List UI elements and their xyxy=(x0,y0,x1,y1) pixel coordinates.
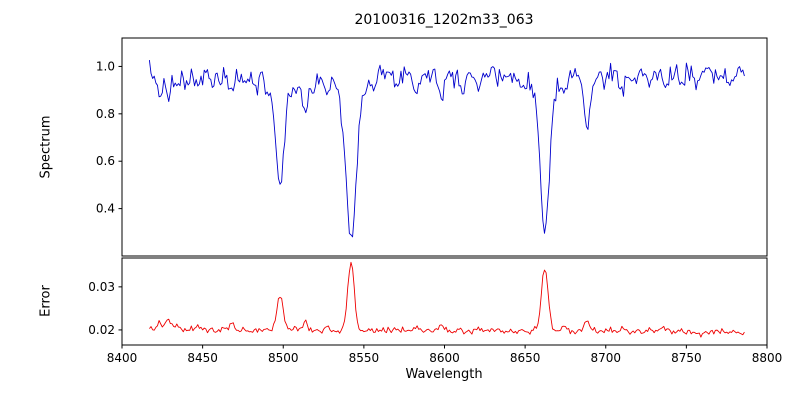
chart-title: 20100316_1202m33_063 xyxy=(354,12,534,28)
spectrum-line xyxy=(148,59,745,238)
y-tick-label: 0.8 xyxy=(96,107,115,121)
y-tick-label: 0.4 xyxy=(96,202,115,216)
x-tick-label: 8650 xyxy=(510,351,541,365)
x-tick-label: 8450 xyxy=(187,351,218,365)
error-line xyxy=(149,261,745,338)
x-axis-label: Wavelength xyxy=(405,367,483,382)
x-tick-label: 8750 xyxy=(671,351,702,365)
x-tick-label: 8800 xyxy=(752,351,783,365)
x-tick-label: 8600 xyxy=(429,351,460,365)
x-tick-label: 8550 xyxy=(349,351,380,365)
y-tick-label: 1.0 xyxy=(96,59,115,73)
x-tick-label: 8400 xyxy=(107,351,138,365)
y-tick-label: 0.6 xyxy=(96,154,115,168)
y-tick-label: 0.03 xyxy=(88,280,115,294)
y-tick-label: 0.02 xyxy=(88,323,115,337)
plot-frame-spectrum xyxy=(121,37,768,257)
plot-frame-error xyxy=(121,257,768,346)
x-tick-label: 8700 xyxy=(590,351,621,365)
x-tick-label: 8500 xyxy=(268,351,299,365)
